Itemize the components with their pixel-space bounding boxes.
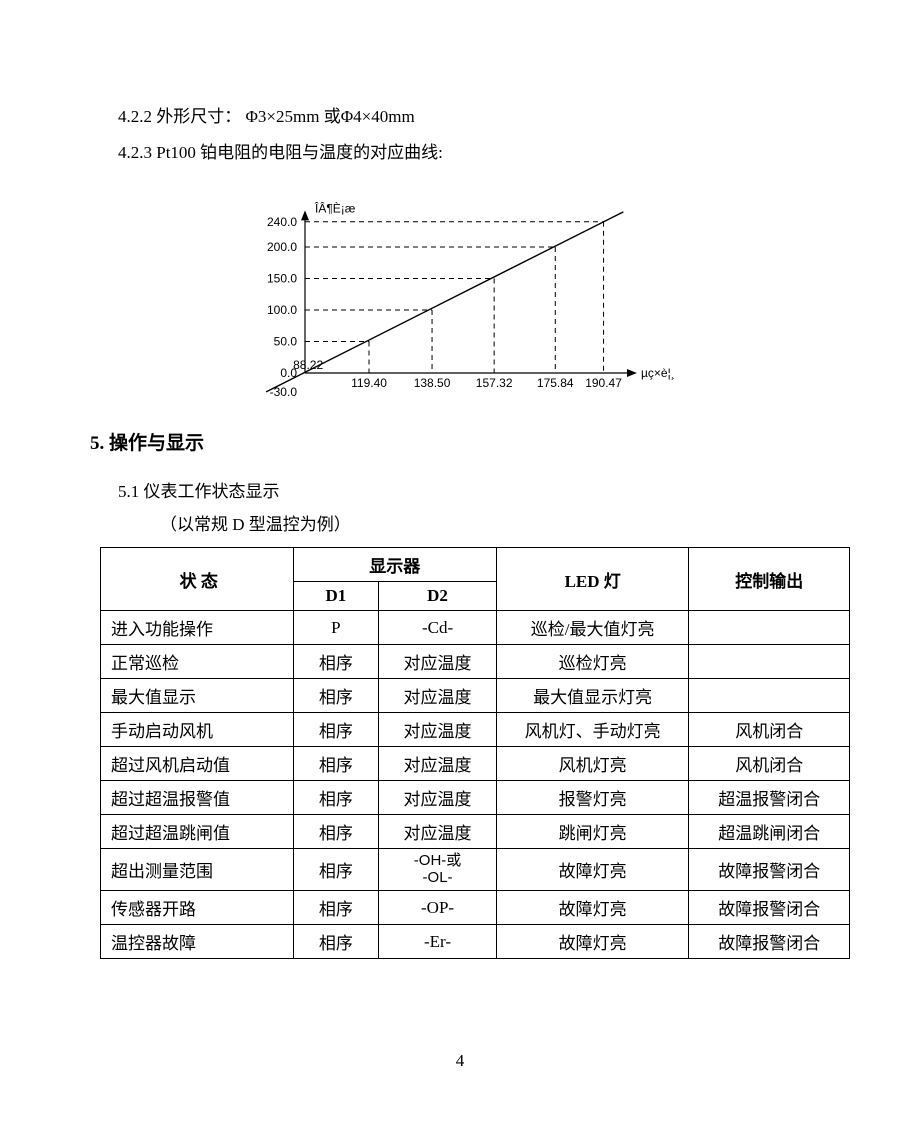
cell-d1: 相序 — [293, 679, 379, 713]
pt100-chart: -30.00.050.0100.0150.0200.0240.0119.4013… — [235, 178, 715, 418]
svg-text:µç×è¦¸: µç×è¦¸ — [641, 366, 675, 380]
cell-state: 超过超温跳闸值 — [101, 815, 294, 849]
status-table: 状 态 显示器 LED 灯 控制输出 D1 D2 进入功能操作P-Cd-巡检/最… — [100, 547, 850, 959]
cell-d1: 相序 — [293, 925, 379, 959]
section-5-1-heading: 5.1 仪表工作状态显示 — [118, 477, 840, 502]
cell-led: 巡检/最大值灯亮 — [496, 611, 689, 645]
table-row: 进入功能操作P-Cd-巡检/最大值灯亮 — [101, 611, 850, 645]
cell-d1: 相序 — [293, 891, 379, 925]
svg-text:119.40: 119.40 — [351, 376, 387, 390]
cell-led: 故障灯亮 — [496, 849, 689, 891]
section-5-1-note: （以常规 D 型温控为例） — [160, 510, 840, 535]
svg-text:88.22: 88.22 — [293, 358, 323, 372]
chart-svg: -30.00.050.0100.0150.0200.0240.0119.4013… — [235, 178, 715, 418]
cell-d2: 对应温度 — [379, 747, 497, 781]
table-row: 超过超温报警值相序对应温度报警灯亮超温报警闭合 — [101, 781, 850, 815]
cell-state: 温控器故障 — [101, 925, 294, 959]
svg-text:-30.0: -30.0 — [270, 385, 298, 399]
table-header-row-1: 状 态 显示器 LED 灯 控制输出 — [101, 548, 850, 582]
cell-output: 风机闭合 — [689, 713, 850, 747]
cell-d2: -OP- — [379, 891, 497, 925]
svg-text:138.50: 138.50 — [414, 376, 451, 390]
cell-output — [689, 679, 850, 713]
cell-led: 故障灯亮 — [496, 925, 689, 959]
cell-output: 故障报警闭合 — [689, 891, 850, 925]
table-row: 超过超温跳闸值相序对应温度跳闸灯亮超温跳闸闭合 — [101, 815, 850, 849]
svg-text:240.0: 240.0 — [267, 215, 297, 229]
cell-state: 超过风机启动值 — [101, 747, 294, 781]
cell-d2: 对应温度 — [379, 679, 497, 713]
cell-output: 超温报警闭合 — [689, 781, 850, 815]
cell-d2: 对应温度 — [379, 645, 497, 679]
cell-state: 超过超温报警值 — [101, 781, 294, 815]
svg-text:157.32: 157.32 — [476, 376, 513, 390]
cell-d2: 对应温度 — [379, 781, 497, 815]
cell-output — [689, 645, 850, 679]
cell-state: 传感器开路 — [101, 891, 294, 925]
cell-state: 超出测量范围 — [101, 849, 294, 891]
cell-d2: -Er- — [379, 925, 497, 959]
cell-state: 进入功能操作 — [101, 611, 294, 645]
cell-output: 故障报警闭合 — [689, 849, 850, 891]
cell-d2: 对应温度 — [379, 815, 497, 849]
svg-text:ÎÂ¶È¡æ: ÎÂ¶È¡æ — [314, 200, 356, 215]
cell-led: 风机灯、手动灯亮 — [496, 713, 689, 747]
cell-d1: 相序 — [293, 747, 379, 781]
table-row: 温控器故障相序-Er-故障灯亮故障报警闭合 — [101, 925, 850, 959]
th-d2: D2 — [379, 582, 497, 611]
cell-led: 故障灯亮 — [496, 891, 689, 925]
table-row: 超出测量范围相序-OH-或-OL-故障灯亮故障报警闭合 — [101, 849, 850, 891]
cell-d1: 相序 — [293, 781, 379, 815]
svg-text:190.47: 190.47 — [585, 376, 622, 390]
cell-d1: P — [293, 611, 379, 645]
cell-d2: -OH-或-OL- — [379, 849, 497, 891]
th-state: 状 态 — [101, 548, 294, 611]
svg-text:175.84: 175.84 — [537, 376, 574, 390]
svg-text:50.0: 50.0 — [274, 335, 298, 349]
cell-output: 故障报警闭合 — [689, 925, 850, 959]
cell-state: 正常巡检 — [101, 645, 294, 679]
th-output: 控制输出 — [689, 548, 850, 611]
table-row: 传感器开路相序-OP-故障灯亮故障报警闭合 — [101, 891, 850, 925]
table-row: 手动启动风机相序对应温度风机灯、手动灯亮风机闭合 — [101, 713, 850, 747]
th-display: 显示器 — [293, 548, 496, 582]
cell-d1: 相序 — [293, 713, 379, 747]
cell-output: 超温跳闸闭合 — [689, 815, 850, 849]
cell-state: 手动启动风机 — [101, 713, 294, 747]
cell-led: 报警灯亮 — [496, 781, 689, 815]
table-row: 正常巡检相序对应温度巡检灯亮 — [101, 645, 850, 679]
svg-text:100.0: 100.0 — [267, 303, 297, 317]
para-4-2-2: 4.2.2 外形尺寸： Φ3×25mm 或Φ4×40mm — [118, 100, 840, 134]
table-row: 超过风机启动值相序对应温度风机灯亮风机闭合 — [101, 747, 850, 781]
cell-d2: 对应温度 — [379, 713, 497, 747]
cell-led: 最大值显示灯亮 — [496, 679, 689, 713]
th-d1: D1 — [293, 582, 379, 611]
table-row: 最大值显示相序对应温度最大值显示灯亮 — [101, 679, 850, 713]
cell-output — [689, 611, 850, 645]
cell-led: 风机灯亮 — [496, 747, 689, 781]
cell-d2: -Cd- — [379, 611, 497, 645]
cell-led: 巡检灯亮 — [496, 645, 689, 679]
svg-text:200.0: 200.0 — [267, 240, 297, 254]
section-5-heading: 5. 操作与显示 — [90, 428, 840, 455]
cell-d1: 相序 — [293, 815, 379, 849]
cell-state: 最大值显示 — [101, 679, 294, 713]
page-number: 4 — [0, 1051, 920, 1071]
th-led: LED 灯 — [496, 548, 689, 611]
svg-text:150.0: 150.0 — [267, 272, 297, 286]
cell-d1: 相序 — [293, 645, 379, 679]
cell-output: 风机闭合 — [689, 747, 850, 781]
para-4-2-3: 4.2.3 Pt100 铂电阻的电阻与温度的对应曲线: — [118, 136, 840, 170]
cell-d1: 相序 — [293, 849, 379, 891]
cell-led: 跳闸灯亮 — [496, 815, 689, 849]
